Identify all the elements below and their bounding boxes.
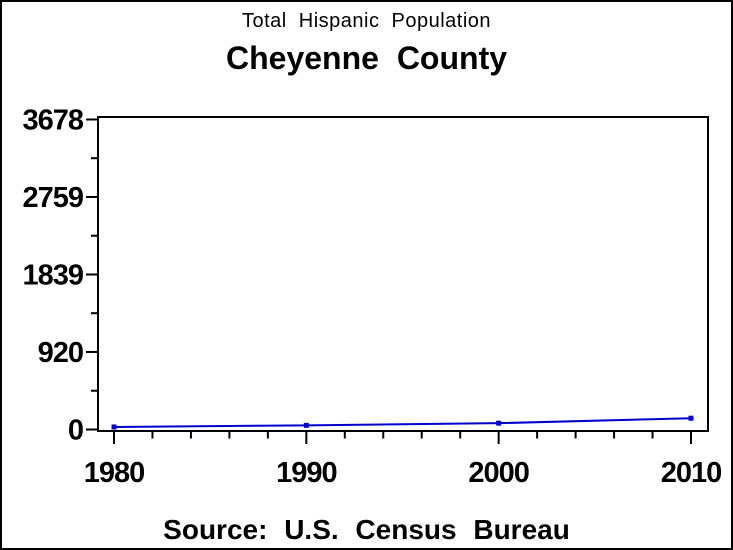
plot-box — [97, 116, 709, 432]
y-tick-label: 0 — [68, 415, 83, 447]
y-tick-label: 2759 — [22, 182, 83, 214]
source-caption: Source: U.S. Census Bureau — [163, 514, 570, 545]
chart-subtitle: Cheyenne County — [225, 40, 508, 76]
x-tick-label: 1990 — [276, 457, 337, 489]
data-point-1980 — [111, 424, 117, 430]
data-point-1990 — [303, 422, 309, 428]
data-point-2010 — [688, 415, 694, 421]
x-tick-label: 2000 — [468, 457, 529, 489]
y-tick-label: 3678 — [22, 105, 83, 137]
y-tick-label: 1839 — [22, 260, 83, 292]
series-line — [113, 417, 692, 428]
y-tick-label: 920 — [38, 337, 83, 369]
x-tick-label: 2010 — [661, 457, 722, 489]
chart-title: Total Hispanic Population — [241, 10, 492, 32]
x-tick-label: 1980 — [84, 457, 145, 489]
data-point-2000 — [496, 420, 502, 426]
